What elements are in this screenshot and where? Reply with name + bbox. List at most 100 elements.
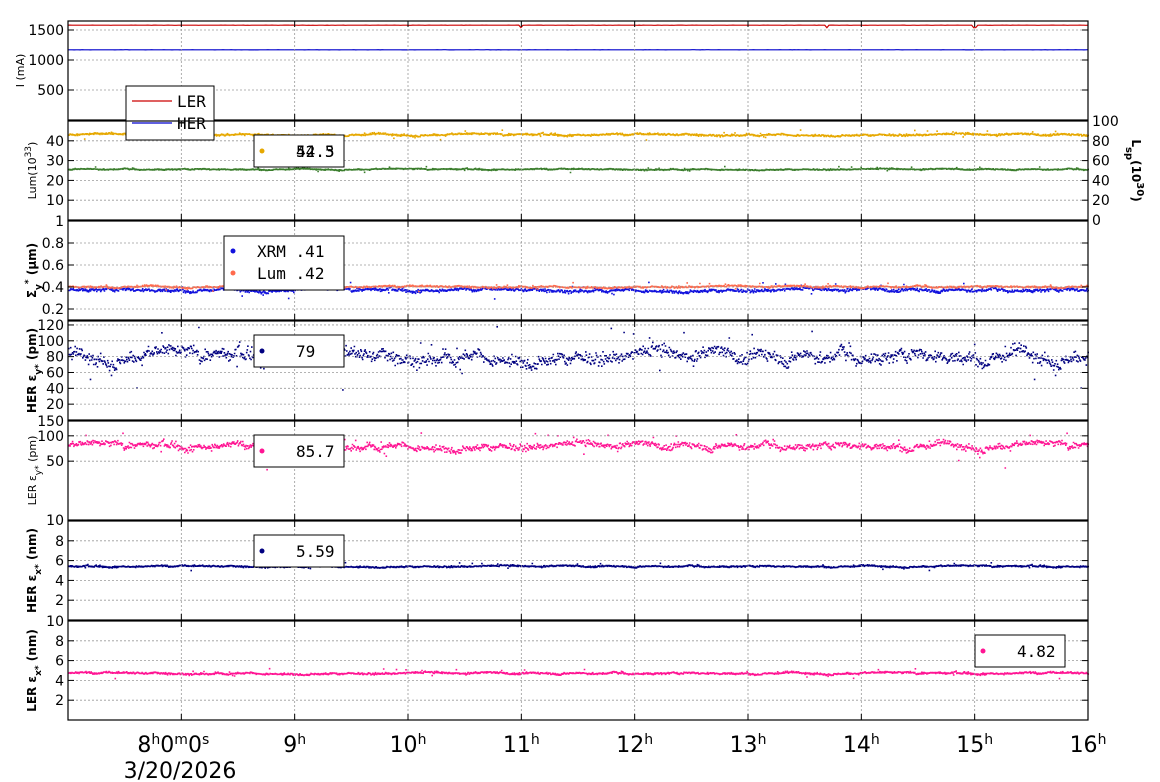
panel-data-her_emit_y (68, 326, 1089, 391)
y-axis-label: Σy* (μm) (24, 243, 44, 298)
legend-value: 85.7 (296, 442, 335, 461)
legend-box (253, 334, 345, 368)
y-tick-label: 1 (55, 214, 64, 230)
series-points-XRM (68, 281, 1089, 300)
y2-tick-label: 40 (1092, 173, 1110, 189)
legend-value: 79 (296, 342, 315, 361)
panel-her_emit_x: 2 4 6 8 HER εx* (nm) (25, 520, 1089, 621)
data-layer (67, 24, 1089, 680)
y-tick-label: 50 (46, 454, 64, 470)
legend-marker (259, 348, 265, 354)
y-tick-label: 4 (55, 573, 64, 589)
legend-box (253, 134, 345, 168)
legend-label: XRM .41 (257, 242, 324, 261)
legend-sigma_y: XRM .41 Lum .42 (223, 235, 345, 291)
series-line-LER (67, 24, 1089, 29)
series-points-LERx (68, 667, 1089, 680)
x-tick-label: 10h (390, 732, 427, 758)
series-points-Lsp (68, 165, 1089, 174)
legend-marker (259, 448, 265, 454)
legend-her_emit_x: 5.59 (253, 534, 345, 568)
x-tick-label: 14h (843, 732, 880, 758)
y-tick-label: 1000 (28, 53, 64, 69)
y-tick-label: 1500 (28, 23, 64, 39)
y-tick-label: 80 (46, 350, 64, 366)
y-tick-label: 0.2 (42, 302, 64, 318)
x-tick-label: 16h (1070, 732, 1107, 758)
y-tick-label: 100 (37, 429, 64, 445)
y-tick-label: 0.8 (42, 236, 64, 252)
x-tick-label: 9h (283, 732, 306, 758)
y-axis-label: Lum(1033) (24, 142, 39, 200)
y-axis-label: HER εx* (nm) (25, 528, 44, 613)
y-tick-label: 20 (46, 397, 64, 413)
legend-label-LER: LER (177, 92, 206, 111)
y-tick-label: 120 (37, 318, 64, 334)
legend-marker (980, 648, 986, 654)
y-axis-label: LER εx* (nm) (25, 629, 44, 712)
y-tick-label: 10 (46, 614, 64, 630)
y2-tick-label: 60 (1092, 154, 1110, 170)
y-tick-label: 100 (37, 334, 64, 350)
x-tick-label: 13h (730, 732, 767, 758)
panel-data-ler_emit_x (68, 667, 1089, 680)
panel-frame (67, 120, 1089, 221)
series-points-Lum (68, 281, 1089, 293)
panel-frame (67, 520, 1089, 621)
y-tick-label: 10 (46, 193, 64, 209)
panel-luminosity: 10 20 30 40 0 20 40 60 80 100 Lsp(1030) Lum(1033) (24, 114, 1146, 229)
panel-data-her_emit_x (68, 561, 1089, 572)
y-tick-label: 500 (37, 83, 64, 99)
series-points-LERy (68, 432, 1089, 471)
legend-box (125, 85, 215, 141)
series-points-Lum (68, 129, 1089, 141)
panel-frame (67, 20, 1089, 121)
legend-marker (259, 148, 265, 154)
legend-box (223, 235, 345, 291)
legend-box (253, 534, 345, 568)
x-tick-label: 12h (616, 732, 653, 758)
panel-frame (67, 420, 1089, 521)
x-tick-label: 8h0m0s (137, 732, 209, 758)
panel-frame (67, 220, 1089, 321)
y-tick-label: 6 (55, 654, 64, 670)
y-tick-label: 6 (55, 554, 64, 570)
y-axis-label: HER εy* (pm) (25, 328, 44, 413)
legend-current: LER HER (125, 85, 215, 141)
legend-value: 4.82 (1017, 642, 1056, 661)
y-tick-label: 60 (46, 365, 64, 381)
legend-box (253, 434, 345, 468)
y2-axis-label: Lsp(1030) (1124, 139, 1146, 201)
y-tick-label: 20 (46, 173, 64, 189)
y-tick-label: 2 (55, 593, 64, 609)
panel-frame (67, 320, 1089, 421)
y2-tick-label: 20 (1092, 193, 1110, 209)
legend-label: Lum .42 (257, 264, 324, 283)
x-axis: 8h0m0s 9h 10h 11h 12h 13h 14h 15h 16h 3/20/2026 (124, 732, 1107, 782)
legend-marker (230, 248, 236, 254)
legend-her_emit_y: 79 (253, 334, 345, 368)
y-tick-label: 2 (55, 693, 64, 709)
x-tick-label: 11h (503, 732, 540, 758)
legend-value: 5.59 (296, 542, 335, 561)
y-tick-label: 4 (55, 673, 64, 689)
y-tick-label: 0.6 (42, 258, 64, 274)
y-tick-label: 10 (46, 513, 64, 529)
panel-data-ler_emit_y (68, 432, 1089, 471)
x-tick-label: 15h (956, 732, 993, 758)
panel-current: 500 1000 1500 I (mA) (14, 20, 1089, 121)
y-tick-label: 40 (46, 134, 64, 150)
y-tick-label: 30 (46, 154, 64, 170)
y-tick-label: 0.4 (42, 280, 64, 296)
y2-tick-label: 100 (1092, 114, 1119, 130)
y-tick-label: 150 (37, 414, 64, 430)
legend-marker (259, 548, 265, 554)
series-points-HERy (68, 326, 1089, 391)
panel-data-sigma_y (68, 281, 1089, 300)
legend-box (974, 634, 1066, 668)
